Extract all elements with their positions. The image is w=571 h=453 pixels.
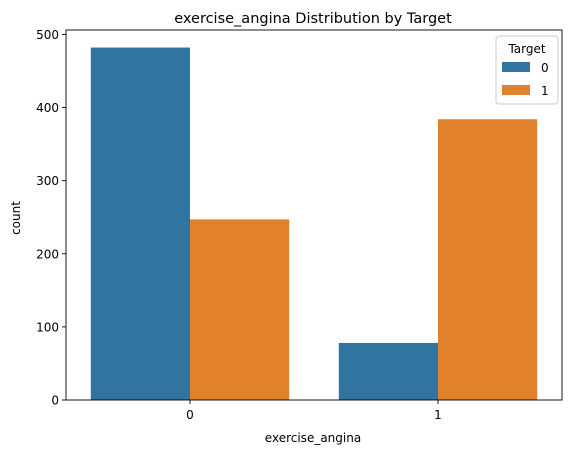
bar-target-0-angina-0 (90, 47, 190, 401)
y-tick-label-0: 0 (51, 394, 59, 408)
x-tick-label-0: 0 (186, 408, 194, 422)
bar-target-1-angina-0 (190, 219, 290, 400)
plot-area (90, 47, 538, 401)
x-tick-label-1: 1 (434, 408, 442, 422)
y-axis-label: count (9, 201, 23, 235)
y-tick-label-300: 300 (36, 174, 59, 188)
bar-target-1-angina-1 (438, 119, 538, 401)
legend-swatch-1 (502, 85, 530, 95)
axes: 0 100 200 300 400 500 0 1 (36, 28, 563, 422)
y-tick-label-500: 500 (36, 28, 59, 42)
legend-label-1: 1 (541, 84, 549, 98)
y-tick-label-200: 200 (36, 247, 59, 261)
bar-target-0-angina-1 (338, 342, 438, 400)
legend-label-0: 0 (541, 61, 549, 75)
chart-title: exercise_angina Distribution by Target (174, 11, 452, 27)
x-axis-label: exercise_angina (265, 431, 361, 445)
legend: Target 0 1 (495, 35, 559, 105)
legend-title: Target (507, 42, 545, 56)
axes-frame (65, 29, 563, 401)
y-tick-label-100: 100 (36, 320, 59, 334)
legend-swatch-0 (502, 62, 530, 72)
y-tick-label-400: 400 (36, 101, 59, 115)
